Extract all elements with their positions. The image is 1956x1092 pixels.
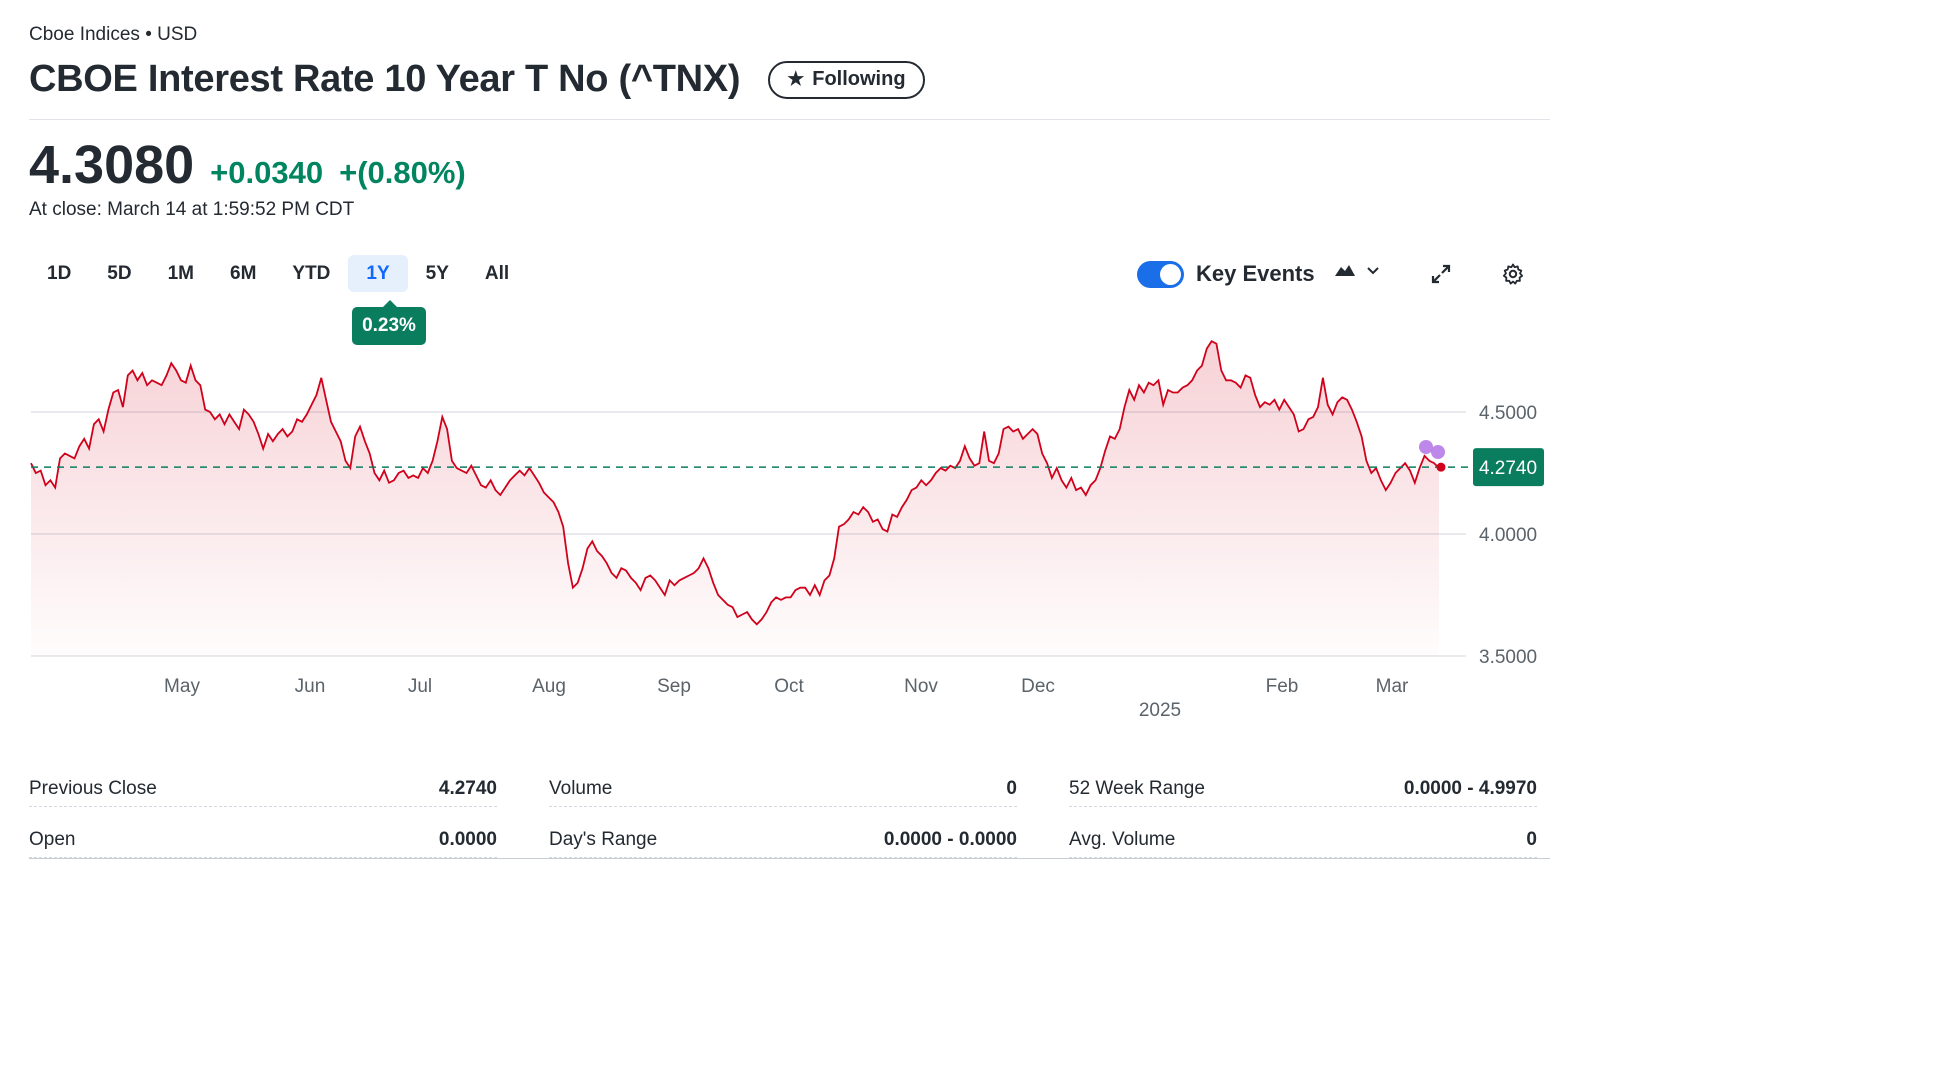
y-tick-label: 4.5000 [1479, 403, 1537, 424]
range-5d[interactable]: 5D [107, 262, 132, 284]
stat-value: 0.0000 [438, 829, 497, 850]
x-tick-label: Sep [657, 676, 691, 697]
range-all[interactable]: All [484, 262, 510, 284]
following-label: Following [812, 68, 906, 90]
range-ytd[interactable]: YTD [292, 262, 331, 284]
price-change: +0.0340 [210, 155, 324, 190]
x-tick-label: Aug [532, 676, 566, 697]
range-1y[interactable]: 1Y [348, 255, 408, 292]
stat-label: Volume [549, 778, 613, 799]
stat-row: Volume 0 [549, 772, 1017, 807]
settings-button[interactable] [1498, 259, 1528, 289]
stat-label: Day's Range [549, 829, 658, 850]
page-title: CBOE Interest Rate 10 Year T No (^TNX) [29, 58, 741, 100]
range-selector: 1D 5D 1M 6M YTD 1Y 5Y All [29, 255, 527, 292]
quote-row: 4.3080 +0.0340 +(0.80%) [29, 134, 466, 196]
stats-column: 52 Week Range 0.0000 - 4.9970 Avg. Volume 0 [1069, 772, 1537, 874]
stat-value: 0 [1526, 829, 1537, 850]
stat-value: 0 [1006, 778, 1017, 799]
divider [29, 858, 1550, 859]
chart-type-selector[interactable] [1334, 262, 1382, 278]
expand-icon [1431, 264, 1451, 284]
stats-column: Previous Close 4.2740 Open 0.0000 [29, 772, 497, 874]
price-line [30, 340, 1440, 626]
title-row: CBOE Interest Rate 10 Year T No (^TNX) ★… [29, 58, 925, 101]
stat-row: Avg. Volume 0 [1069, 823, 1537, 858]
key-event-marker[interactable] [1419, 440, 1433, 454]
stat-value: 0.0000 - 0.0000 [883, 829, 1017, 850]
current-price: 4.3080 [29, 135, 195, 195]
key-events-label: Key Events [1196, 261, 1315, 286]
x-tick-label: Nov [904, 676, 938, 697]
mountain-chart-icon [1335, 265, 1355, 276]
y-tick-label: 4.0000 [1479, 525, 1537, 546]
star-icon: ★ [787, 69, 805, 90]
x-tick-label: May [164, 676, 200, 697]
expand-button[interactable] [1426, 259, 1456, 289]
chevron-down-icon [1367, 267, 1379, 275]
range-6m[interactable]: 6M [230, 262, 257, 284]
toggle-knob [1160, 264, 1181, 285]
price-area [31, 341, 1439, 656]
stat-value: 0.0000 - 4.9970 [1403, 778, 1537, 799]
close-time: At close: March 14 at 1:59:52 PM CDT [29, 199, 355, 220]
stat-row: Open 0.0000 [29, 823, 497, 858]
stat-label: Avg. Volume [1069, 829, 1176, 850]
range-5y[interactable]: 5Y [425, 262, 449, 284]
stat-label: Previous Close [29, 778, 157, 799]
stat-row: Previous Close 4.2740 [29, 772, 497, 807]
range-change-tooltip: 0.23% [352, 300, 426, 345]
x-tick-label: Jun [295, 676, 326, 697]
year-label: 2025 [1139, 700, 1181, 721]
key-events-toggle[interactable] [1137, 261, 1184, 288]
exchange-info: Cboe Indices • USD [29, 24, 197, 46]
x-tick-label: Oct [774, 676, 804, 697]
previous-close-label: 4.2740 [1479, 458, 1537, 479]
previous-close-badge [1473, 448, 1544, 487]
x-tick-label: Mar [1376, 676, 1409, 697]
last-price-dot [1436, 462, 1446, 472]
price-change-percent: +(0.80%) [339, 155, 466, 190]
range-1m[interactable]: 1M [167, 262, 194, 284]
stat-value: 4.2740 [438, 778, 497, 799]
x-tick-label: Dec [1021, 676, 1055, 697]
key-event-marker[interactable] [1431, 445, 1445, 459]
divider [29, 119, 1550, 120]
separator: • [145, 24, 152, 45]
exchange-name: Cboe Indices [29, 24, 140, 45]
y-tick-label: 3.5000 [1479, 647, 1537, 668]
x-tick-label: Jul [408, 676, 432, 697]
stat-label: 52 Week Range [1069, 778, 1205, 799]
stat-row: Day's Range 0.0000 - 0.0000 [549, 823, 1017, 858]
stats-column: Volume 0 Day's Range 0.0000 - 0.0000 [549, 772, 1017, 874]
price-chart[interactable]: 4.5000 4.0000 3.5000 4.2740 May Jun Jul Aug Sep… [0, 330, 1956, 730]
gear-icon [1502, 263, 1524, 285]
x-tick-label: Feb [1266, 676, 1299, 697]
following-button[interactable]: ★ Following [768, 60, 925, 99]
currency: USD [157, 24, 198, 45]
stat-label: Open [29, 829, 76, 850]
stat-row: 52 Week Range 0.0000 - 4.9970 [1069, 772, 1537, 807]
range-1d[interactable]: 1D [47, 262, 72, 284]
